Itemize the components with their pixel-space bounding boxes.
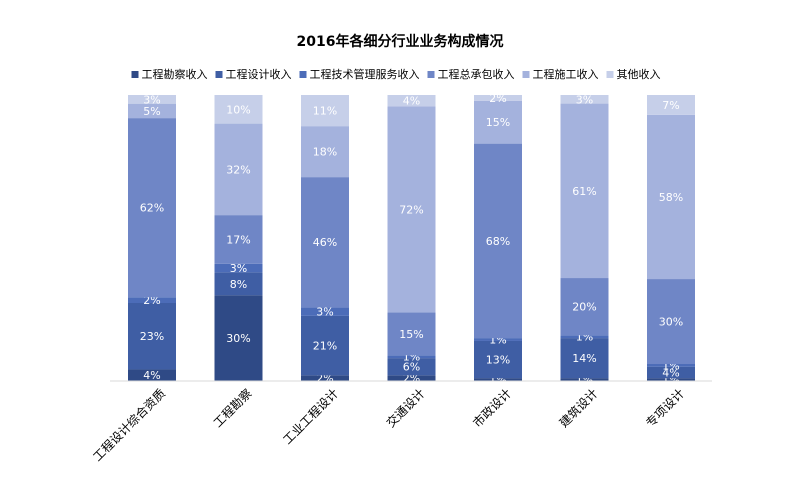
- bar-1-3: [214, 215, 263, 264]
- bar-1-1: [214, 272, 263, 296]
- legend-swatch-4: [522, 71, 530, 78]
- legend-label-3: 工程总承包收入: [438, 67, 515, 81]
- data-label-1-5: 10%: [226, 103, 250, 116]
- bar-5-0: [560, 378, 609, 381]
- bar-1-0: [214, 295, 263, 381]
- legend-swatch-5: [606, 71, 614, 78]
- data-label-0-3: 62%: [140, 202, 164, 215]
- bar-5-5: [560, 95, 609, 104]
- bar-6-3: [647, 279, 695, 365]
- bar-0-2: [128, 297, 176, 303]
- data-label-2-1: 21%: [313, 340, 337, 353]
- bar-1-5: [214, 95, 263, 124]
- data-label-6-1: 4%: [662, 367, 679, 380]
- data-label-5-5: 3%: [576, 93, 593, 106]
- x-tick-label-2: 工业工程设计: [280, 386, 342, 448]
- data-label-5-3: 20%: [572, 301, 596, 314]
- legend-label-4: 工程施工收入: [533, 67, 599, 81]
- legend-label-5: 其他收入: [617, 67, 661, 81]
- bar-0-3: [128, 118, 176, 298]
- bar-4-3: [474, 143, 522, 339]
- bar-0-4: [128, 103, 176, 119]
- data-label-2-0: 2%: [316, 372, 333, 385]
- data-label-2-5: 11%: [313, 105, 337, 118]
- bar-1-2: [214, 263, 263, 273]
- data-label-1-4: 32%: [226, 163, 250, 176]
- data-label-2-4: 18%: [313, 146, 337, 159]
- data-label-5-4: 61%: [572, 185, 596, 198]
- data-label-0-5: 3%: [143, 93, 160, 106]
- bar-4-4: [474, 100, 522, 144]
- legend-label-2: 工程技术管理服务收入: [310, 67, 420, 81]
- bar-1-4: [214, 123, 263, 216]
- x-tick-label-4: 市政设计: [470, 386, 515, 431]
- bar-2-0: [301, 375, 349, 381]
- data-label-3-0: 2%: [403, 372, 420, 385]
- bar-4-0: [474, 378, 522, 381]
- bar-0-1: [128, 303, 176, 370]
- data-label-2-3: 46%: [313, 236, 337, 249]
- legend-swatch-2: [299, 71, 307, 78]
- bar-2-2: [301, 307, 349, 316]
- data-label-4-3: 68%: [486, 235, 510, 248]
- bar-4-5: [474, 95, 522, 101]
- data-label-3-3: 15%: [399, 328, 423, 341]
- bar-4-1: [474, 340, 522, 379]
- legend-swatch-3: [427, 71, 435, 78]
- bar-4-2: [474, 338, 522, 341]
- bar-3-4: [387, 106, 436, 313]
- data-label-4-5: 2%: [489, 92, 506, 105]
- bar-3-2: [387, 355, 436, 359]
- data-label-2-2: 3%: [316, 306, 333, 319]
- data-label-6-3: 30%: [659, 316, 683, 329]
- data-label-3-1: 6%: [403, 361, 420, 374]
- data-label-0-0: 4%: [143, 369, 160, 382]
- bar-6-2: [647, 364, 695, 367]
- bar-5-4: [560, 103, 609, 279]
- bar-2-3: [301, 177, 349, 308]
- bar-0-0: [128, 369, 176, 381]
- data-label-1-0: 30%: [226, 332, 250, 345]
- data-label-4-4: 15%: [486, 116, 510, 129]
- data-label-6-4: 58%: [659, 191, 683, 204]
- data-label-1-1: 8%: [230, 278, 247, 291]
- bar-3-3: [387, 312, 436, 356]
- bar-6-1: [647, 366, 695, 379]
- data-label-5-1: 14%: [572, 352, 596, 365]
- data-label-6-5: 7%: [662, 99, 679, 112]
- data-label-1-2: 3%: [230, 262, 247, 275]
- data-label-3-4: 72%: [399, 203, 423, 216]
- bar-6-5: [647, 95, 695, 115]
- bar-2-5: [301, 95, 349, 127]
- bar-6-0: [647, 378, 695, 381]
- chart-title: 2016年各细分行业业务构成情况: [297, 33, 504, 50]
- legend-label-1: 工程设计收入: [226, 67, 292, 81]
- data-label-3-5: 4%: [403, 95, 420, 108]
- x-tick-label-6: 专项设计: [643, 386, 688, 431]
- x-tick-label-5: 建筑设计: [556, 386, 601, 431]
- x-tick-label-3: 交通设计: [383, 386, 428, 431]
- data-label-4-1: 13%: [486, 354, 510, 367]
- legend-swatch-1: [215, 71, 223, 78]
- bar-0-5: [128, 95, 176, 104]
- bar-2-1: [301, 315, 349, 376]
- data-label-0-4: 5%: [143, 105, 160, 118]
- legend-label-0: 工程勘察收入: [142, 67, 208, 81]
- bar-5-2: [560, 335, 609, 339]
- data-label-1-3: 17%: [226, 233, 250, 246]
- bar-2-4: [301, 126, 349, 178]
- bar-5-3: [560, 278, 609, 336]
- data-label-0-2: 2%: [143, 294, 160, 307]
- data-label-0-1: 23%: [140, 330, 164, 343]
- x-tick-label-1: 工程勘察: [210, 386, 255, 431]
- legend-swatch-0: [131, 71, 139, 78]
- bar-3-0: [387, 375, 436, 381]
- bar-6-4: [647, 114, 695, 280]
- bar-3-1: [387, 358, 436, 376]
- x-tick-label-0: 工程设计综合资质: [90, 386, 168, 464]
- bar-5-1: [560, 338, 609, 379]
- bar-3-5: [387, 95, 436, 107]
